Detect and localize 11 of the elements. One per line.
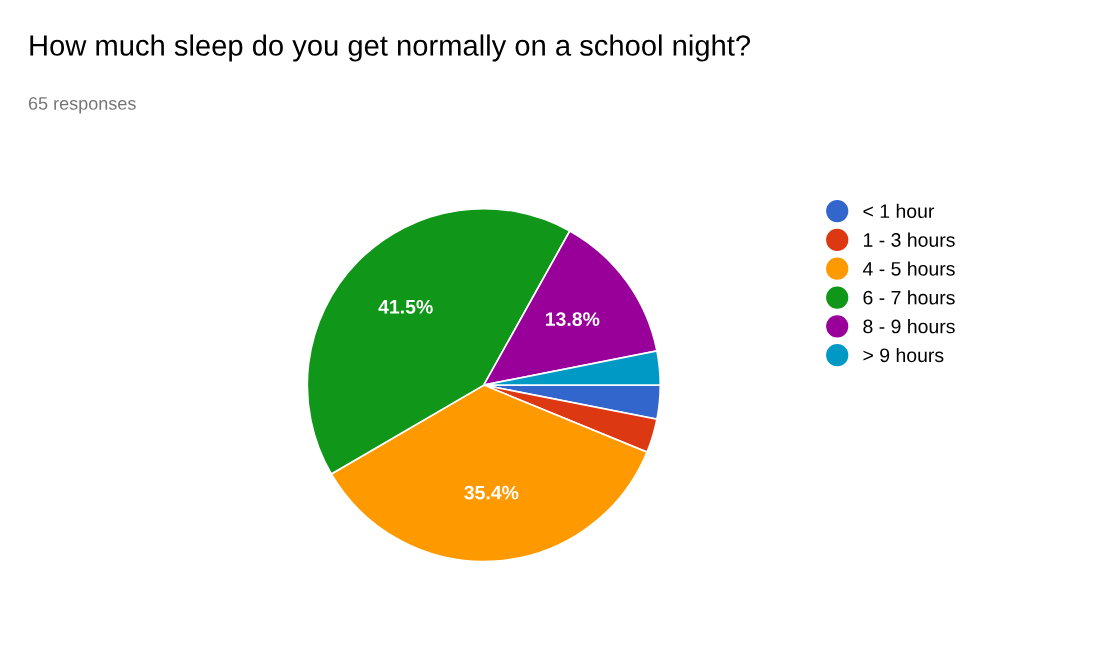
data-label: 41.5% <box>378 299 433 314</box>
legend-label: 6 - 7 hours <box>863 290 955 305</box>
legend-label: 8 - 9 hours <box>863 319 955 334</box>
legend-label: 1 - 3 hours <box>863 232 955 247</box>
data-label: 35.4% <box>464 485 519 500</box>
data-label: 13.8% <box>545 312 600 327</box>
legend-label: < 1 hour <box>863 203 935 219</box>
chart-title: How much sleep do you get normally on a school night? <box>30 34 751 62</box>
legend-label: 4 - 5 hours <box>862 261 955 276</box>
legend-label: > 9 hours <box>863 347 944 363</box>
text: 65 responses <box>28 97 136 114</box>
